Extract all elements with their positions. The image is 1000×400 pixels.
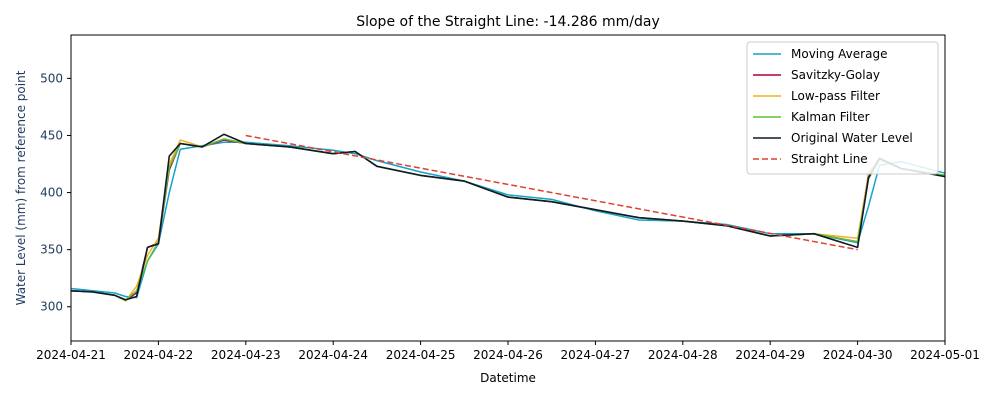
x-tick-label: 2024-04-28 <box>648 348 718 362</box>
legend-box <box>746 41 939 175</box>
x-tick-label: 2024-04-27 <box>561 348 631 362</box>
plot-lines <box>70 133 946 302</box>
x-tick-label: 2024-04-26 <box>473 348 543 362</box>
x-tick-label: 2024-04-29 <box>735 348 805 362</box>
chart-title: Slope of the Straight Line: -14.286 mm/d… <box>356 14 660 30</box>
y-tick-label: 400 <box>40 186 63 200</box>
x-axis: 2024-04-21 2024-04-22 2024-04-23 2024-04-24… <box>36 341 980 362</box>
legend-label: Savitzky-Golay <box>791 68 880 82</box>
y-tick-label: 300 <box>40 300 63 314</box>
legend-label: Low-pass Filter <box>791 89 880 103</box>
x-tick-label: 2024-04-24 <box>298 348 368 362</box>
legend: Moving Average Savitzky-Golay Low-pass Fil… <box>746 41 939 175</box>
x-tick-label: 2024-04-25 <box>386 348 456 362</box>
series-line-straight-line <box>245 134 858 251</box>
x-tick-label: 2024-04-22 <box>124 348 194 362</box>
legend-label: Kalman Filter <box>791 110 870 124</box>
y-axis: 300 350 400 450 500 <box>40 71 71 314</box>
x-tick-label: 2024-05-01 <box>910 348 980 362</box>
y-tick-label: 350 <box>40 243 63 257</box>
x-tick-label: 2024-04-23 <box>211 348 281 362</box>
legend-label: Original Water Level <box>791 131 913 145</box>
y-tick-label: 500 <box>40 71 63 85</box>
x-axis-label: Datetime <box>480 371 536 385</box>
legend-label: Straight Line <box>791 152 868 166</box>
legend-label: Moving Average <box>791 47 887 61</box>
series-line-original-water-level <box>70 133 946 301</box>
x-tick-label: 2024-04-30 <box>823 348 893 362</box>
x-tick-label: 2024-04-21 <box>36 348 106 362</box>
y-axis-label: Water Level (mm) from reference point <box>14 70 28 305</box>
y-tick-label: 450 <box>40 128 63 142</box>
